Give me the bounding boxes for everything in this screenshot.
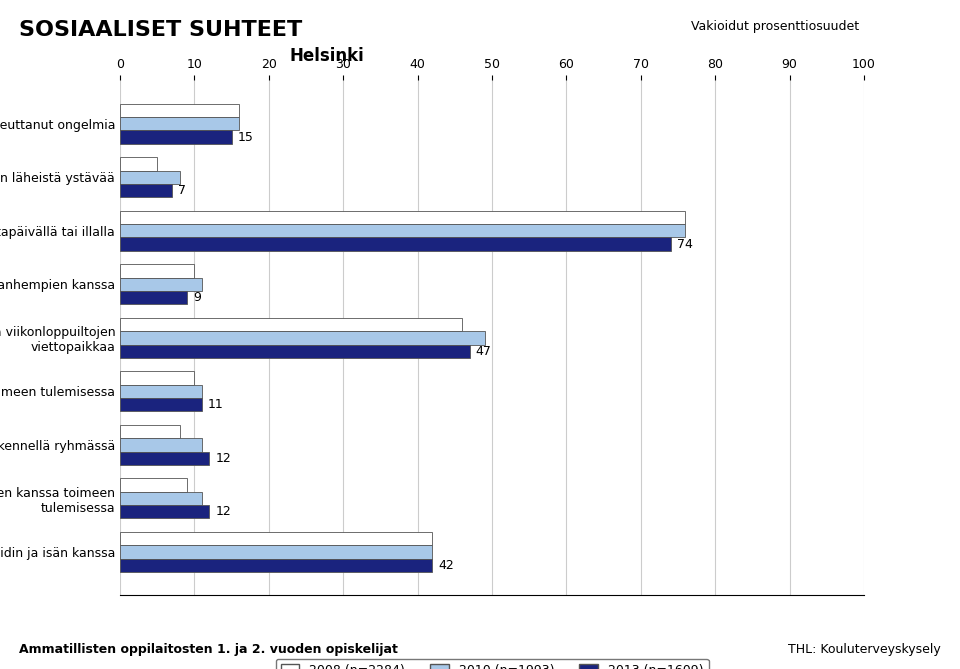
Bar (120, 345, 469, 358)
Bar (120, 438, 202, 452)
Text: THL: Kouluterveyskysely: THL: Kouluterveyskysely (788, 643, 941, 656)
Bar (120, 398, 202, 411)
Bar (120, 171, 180, 184)
Bar (120, 130, 231, 144)
Bar (120, 291, 187, 304)
Text: 7: 7 (178, 184, 186, 197)
Text: SOSIAALISET SUHTEET: SOSIAALISET SUHTEET (19, 20, 302, 40)
Bar (120, 492, 202, 505)
Bar (120, 104, 239, 117)
Bar (120, 371, 194, 385)
Text: 12: 12 (215, 505, 231, 518)
Text: 12: 12 (215, 452, 231, 465)
Bar (120, 559, 432, 572)
Bar (120, 532, 432, 545)
Bar (120, 264, 194, 278)
Bar (120, 545, 432, 559)
Bar (120, 117, 239, 130)
Bar (120, 452, 209, 465)
Bar (120, 237, 670, 251)
Text: 74: 74 (677, 237, 692, 251)
Bar (120, 331, 485, 345)
Legend: 2008 (n=2284), 2010 (n=1993), 2013 (n=1609): 2008 (n=2284), 2010 (n=1993), 2013 (n=16… (276, 659, 708, 669)
Text: 47: 47 (475, 345, 492, 358)
Text: Helsinki: Helsinki (289, 47, 364, 65)
Bar (120, 211, 685, 224)
Bar (120, 318, 463, 331)
Text: 15: 15 (237, 130, 253, 144)
Text: Vakioidut prosenttiosuudet: Vakioidut prosenttiosuudet (691, 20, 859, 33)
Bar (120, 184, 172, 197)
Bar (120, 425, 180, 438)
Text: 11: 11 (207, 398, 224, 411)
Bar (120, 224, 685, 237)
Bar (120, 478, 187, 492)
Text: 42: 42 (439, 559, 454, 572)
Text: 9: 9 (193, 291, 201, 304)
Bar (120, 505, 209, 518)
Bar (120, 278, 202, 291)
Bar (120, 157, 157, 171)
Bar (120, 385, 202, 398)
Text: Ammatillisten oppilaitosten 1. ja 2. vuoden opiskelijat: Ammatillisten oppilaitosten 1. ja 2. vuo… (19, 643, 398, 656)
